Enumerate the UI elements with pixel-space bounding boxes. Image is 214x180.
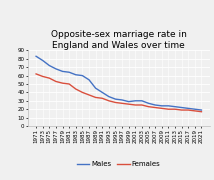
Males: [108, 96, 110, 98]
Males: [42, 59, 44, 62]
Males: [180, 106, 183, 109]
Females: [180, 109, 183, 111]
Males: [127, 101, 130, 103]
Females: [134, 104, 137, 106]
Males: [68, 71, 70, 73]
Males: [61, 70, 64, 73]
Females: [160, 107, 163, 109]
Males: [114, 98, 117, 100]
Males: [141, 100, 143, 102]
Line: Males: Males: [36, 56, 201, 110]
Females: [55, 80, 57, 83]
Females: [121, 102, 123, 104]
Females: [154, 106, 156, 109]
Females: [101, 97, 104, 99]
Females: [88, 94, 90, 96]
Females: [81, 91, 84, 93]
Males: [167, 105, 170, 107]
Females: [187, 109, 190, 111]
Males: [193, 108, 196, 110]
Females: [147, 106, 150, 108]
Females: [200, 111, 203, 113]
Males: [55, 68, 57, 70]
Males: [187, 107, 190, 109]
Legend: Males, Females: Males, Females: [74, 158, 163, 170]
Males: [94, 87, 97, 89]
Males: [48, 64, 51, 67]
Females: [114, 101, 117, 103]
Males: [121, 99, 123, 101]
Females: [74, 88, 77, 90]
Males: [147, 102, 150, 104]
Females: [193, 110, 196, 112]
Females: [61, 82, 64, 84]
Females: [68, 83, 70, 85]
Females: [48, 77, 51, 79]
Females: [42, 75, 44, 78]
Females: [174, 108, 176, 110]
Females: [167, 108, 170, 110]
Females: [141, 104, 143, 106]
Males: [174, 106, 176, 108]
Title: Opposite-sex marriage rate in
England and Wales over time: Opposite-sex marriage rate in England an…: [51, 30, 187, 50]
Line: Females: Females: [36, 74, 201, 112]
Females: [127, 103, 130, 105]
Males: [74, 74, 77, 76]
Males: [101, 91, 104, 93]
Males: [134, 100, 137, 102]
Females: [94, 96, 97, 98]
Males: [154, 104, 156, 106]
Males: [81, 75, 84, 77]
Females: [108, 100, 110, 102]
Males: [200, 109, 203, 111]
Males: [160, 105, 163, 107]
Females: [35, 73, 37, 75]
Males: [35, 55, 37, 57]
Males: [88, 79, 90, 81]
